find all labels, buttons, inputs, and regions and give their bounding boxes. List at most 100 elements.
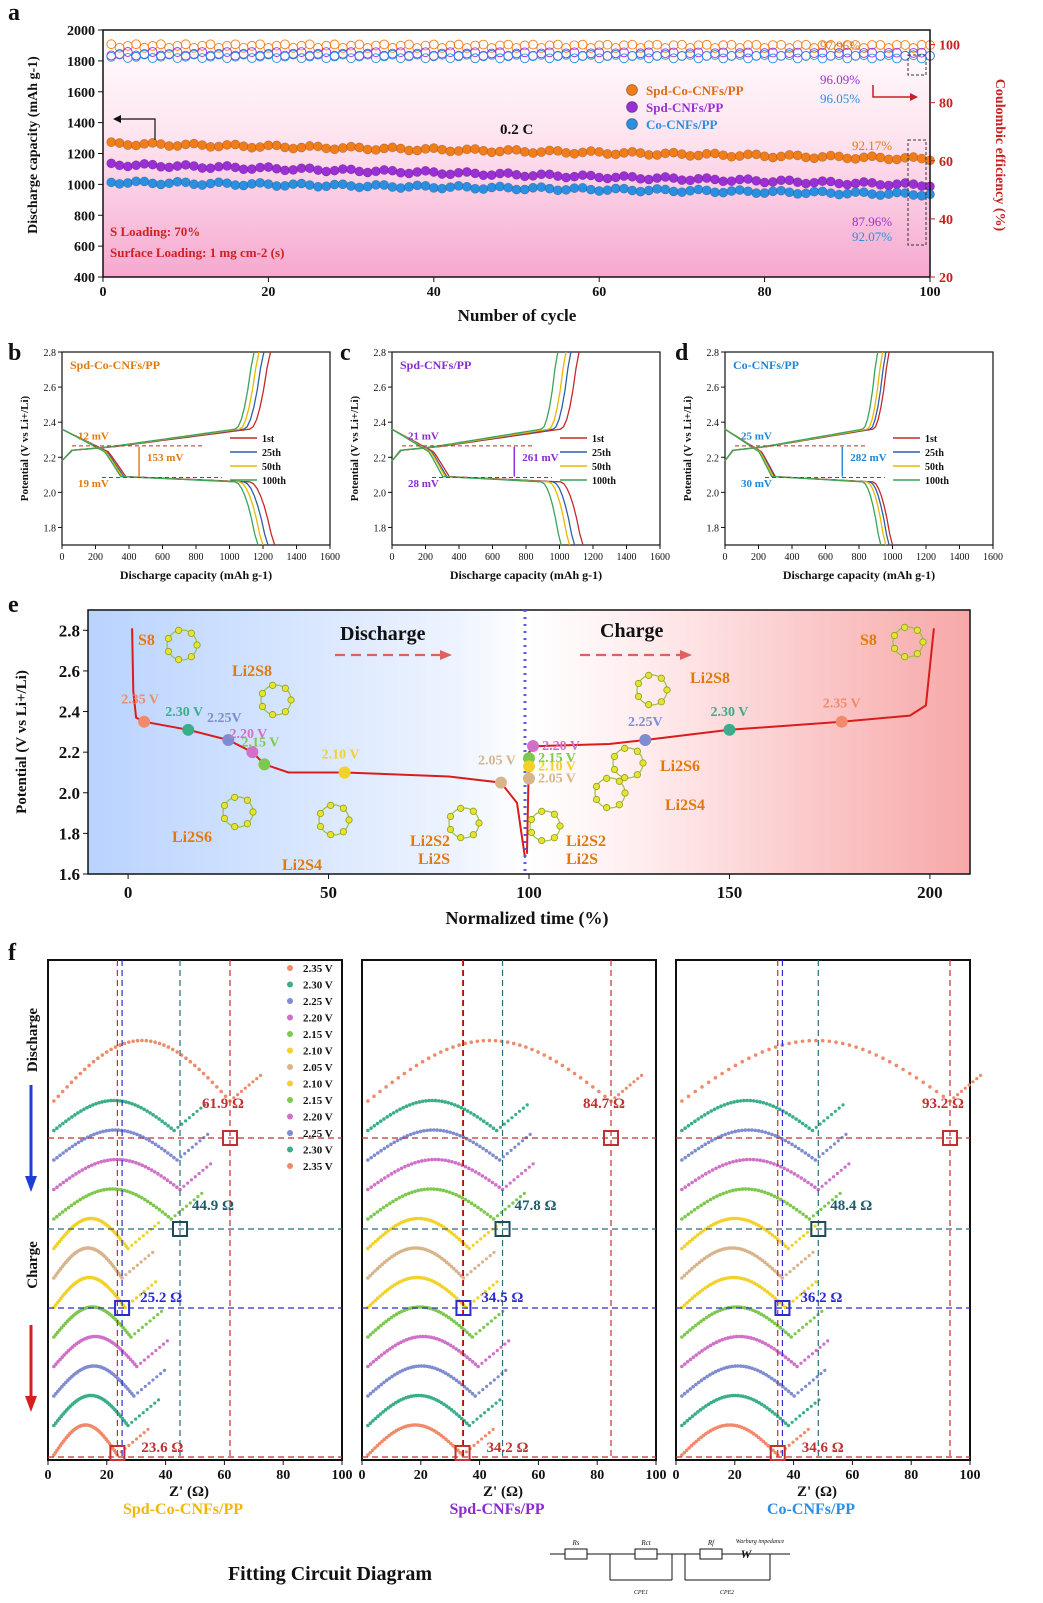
eis-tail-point: [489, 1319, 493, 1323]
eis-point: [109, 1047, 113, 1052]
eis-point: [443, 1371, 448, 1375]
eis-tail-point: [829, 1145, 833, 1149]
eis-tail-point: [971, 1080, 975, 1084]
eis-point: [378, 1294, 382, 1298]
eis-point: [467, 1423, 472, 1428]
x-tick-label: 0: [60, 552, 65, 563]
eis-point: [479, 1207, 483, 1212]
eis-point: [800, 1148, 804, 1153]
capacity-point: [280, 181, 290, 191]
eis-point: [727, 1067, 731, 1072]
eis-point: [763, 1190, 767, 1195]
eis-tail-point: [236, 1093, 240, 1097]
eis-point: [454, 1378, 459, 1383]
eis-point: [780, 1276, 785, 1280]
y-tick-label: 1400: [67, 117, 95, 132]
ce-point: [445, 40, 456, 51]
eis-point: [444, 1437, 448, 1442]
x-tick-label: 40: [787, 1468, 801, 1483]
eis-point: [748, 1157, 752, 1162]
eis-tail-point: [812, 1316, 816, 1320]
eis-point: [371, 1419, 375, 1423]
y-tick-label: 1800: [67, 55, 95, 70]
eis-point: [175, 1158, 179, 1162]
eis-point: [727, 1160, 732, 1165]
eis-point: [381, 1233, 385, 1237]
eis-point: [73, 1142, 78, 1147]
eis-point: [368, 1421, 373, 1425]
eis-tail-point: [480, 1361, 484, 1365]
eis-point: [809, 1183, 814, 1187]
circuit-element-label: CPE2: [720, 1590, 734, 1596]
x-tick-label: 20: [414, 1468, 428, 1483]
y-axis-label: Potential (V vs Li+/Li): [14, 670, 30, 814]
lower-overpotential: 30 mV: [741, 478, 772, 490]
eis-point: [143, 1164, 148, 1169]
eis-point: [754, 1399, 759, 1404]
eis-point: [418, 1334, 423, 1339]
capacity-point: [710, 187, 720, 198]
eis-point: [715, 1105, 720, 1110]
eis-tail-point: [843, 1165, 847, 1169]
eis-tail-point: [143, 1384, 147, 1388]
eis-point: [493, 1183, 498, 1187]
eis-point: [380, 1439, 384, 1444]
ce-point: [205, 39, 216, 50]
legend-label: 1st: [262, 434, 275, 445]
eis-point: [375, 1210, 380, 1214]
eis-point: [384, 1378, 389, 1383]
legend-label: 25th: [925, 448, 944, 459]
eis-point: [700, 1288, 705, 1292]
capacity-point: [147, 178, 158, 189]
eis-tail-point: [839, 1168, 843, 1172]
eis-point: [696, 1321, 701, 1326]
eis-point: [804, 1214, 809, 1219]
x-tick-label: 0: [673, 1468, 680, 1483]
eis-tail-point: [518, 1195, 523, 1199]
eis-point: [370, 1271, 375, 1276]
eis-point: [687, 1298, 692, 1303]
eis-point: [700, 1258, 704, 1263]
eis-point: [753, 1309, 758, 1314]
capacity-point: [189, 138, 199, 149]
atom-icon: [556, 822, 564, 830]
ce-point: [726, 51, 737, 61]
eis-point: [448, 1343, 453, 1348]
legend-label: 100th: [262, 476, 286, 487]
upper-overpotential: 12 mV: [78, 431, 109, 443]
state-label: 2.35 V: [823, 697, 861, 712]
eis-tail-point: [491, 1283, 495, 1287]
eis-point: [206, 1076, 210, 1080]
eis-tail-point: [145, 1230, 149, 1235]
capacity-point: [387, 182, 398, 192]
capacity-point: [172, 141, 183, 151]
atom-icon: [327, 801, 335, 809]
eis-point: [175, 1050, 179, 1054]
eis-point: [457, 1323, 462, 1328]
ce-point: [337, 49, 348, 60]
eis-point: [682, 1332, 687, 1337]
eis-point: [157, 1041, 162, 1046]
eis-point: [56, 1094, 61, 1099]
eis-point: [459, 1416, 464, 1421]
eis-tail-point: [150, 1283, 154, 1287]
eis-tail-point: [159, 1372, 163, 1376]
eis-point: [377, 1441, 382, 1446]
eis-point: [81, 1195, 86, 1200]
eis-point: [406, 1163, 411, 1168]
eis-point: [786, 1246, 791, 1251]
eis-point: [685, 1419, 690, 1423]
eis-point: [368, 1362, 373, 1366]
eis-point: [108, 1158, 113, 1162]
state-label: 2.05 V: [478, 754, 516, 769]
eis-point: [710, 1371, 715, 1375]
eis-point: [699, 1115, 704, 1119]
state-point: [723, 723, 736, 736]
panel-c-frame: [391, 351, 661, 546]
x-tick-label: 60: [845, 1468, 859, 1483]
eis-point: [153, 1142, 158, 1147]
eis-point: [410, 1190, 414, 1195]
eis-point: [487, 1178, 491, 1183]
eis-point: [473, 1394, 477, 1398]
eis-point: [454, 1412, 459, 1416]
